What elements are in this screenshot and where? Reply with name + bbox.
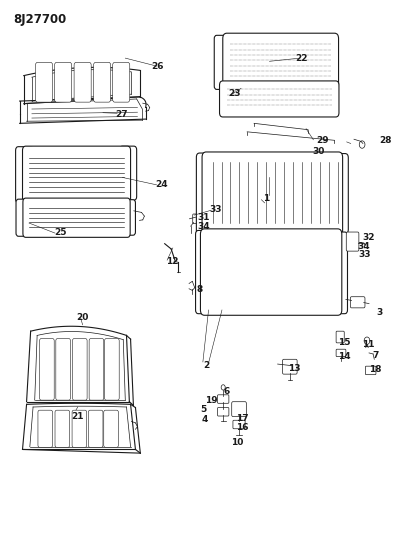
FancyBboxPatch shape: [351, 297, 365, 308]
FancyBboxPatch shape: [74, 62, 91, 102]
FancyBboxPatch shape: [36, 62, 53, 102]
FancyBboxPatch shape: [72, 410, 87, 447]
FancyBboxPatch shape: [16, 147, 34, 203]
Text: 28: 28: [379, 136, 391, 145]
FancyBboxPatch shape: [104, 410, 118, 447]
FancyBboxPatch shape: [94, 62, 111, 102]
Text: 19: 19: [205, 396, 218, 405]
FancyBboxPatch shape: [196, 153, 214, 235]
FancyBboxPatch shape: [55, 62, 72, 102]
Text: 16: 16: [236, 423, 248, 432]
FancyBboxPatch shape: [120, 200, 135, 235]
FancyBboxPatch shape: [113, 62, 130, 102]
FancyBboxPatch shape: [232, 402, 246, 417]
FancyBboxPatch shape: [119, 146, 137, 200]
FancyBboxPatch shape: [330, 154, 348, 233]
Text: 21: 21: [72, 411, 84, 421]
Text: 5: 5: [200, 405, 207, 414]
Text: 18: 18: [369, 366, 381, 374]
FancyBboxPatch shape: [22, 146, 130, 204]
Text: 17: 17: [236, 414, 248, 423]
FancyBboxPatch shape: [23, 198, 130, 237]
Text: 12: 12: [166, 257, 178, 265]
FancyBboxPatch shape: [218, 395, 229, 403]
Text: 8: 8: [196, 285, 203, 294]
FancyBboxPatch shape: [233, 420, 245, 429]
Text: 32: 32: [362, 233, 375, 242]
FancyBboxPatch shape: [89, 338, 104, 400]
Text: 13: 13: [288, 365, 300, 373]
FancyBboxPatch shape: [38, 410, 53, 447]
FancyBboxPatch shape: [55, 410, 70, 447]
Text: 11: 11: [362, 341, 374, 350]
FancyBboxPatch shape: [214, 35, 231, 90]
Text: 31: 31: [198, 213, 210, 222]
Text: 34: 34: [198, 222, 210, 231]
Text: 3: 3: [377, 308, 383, 317]
Text: 33: 33: [358, 251, 371, 260]
FancyBboxPatch shape: [365, 366, 376, 375]
Text: 27: 27: [115, 110, 128, 119]
Text: 30: 30: [312, 147, 324, 156]
Text: 26: 26: [151, 62, 164, 70]
Text: 8J27700: 8J27700: [13, 13, 66, 26]
Text: 7: 7: [372, 351, 378, 360]
FancyBboxPatch shape: [200, 229, 342, 316]
Text: 20: 20: [76, 313, 89, 322]
Text: 25: 25: [54, 228, 67, 237]
FancyBboxPatch shape: [223, 33, 339, 89]
Text: 4: 4: [201, 415, 208, 424]
FancyBboxPatch shape: [336, 349, 346, 357]
FancyBboxPatch shape: [40, 338, 54, 400]
Text: 29: 29: [316, 136, 328, 145]
FancyBboxPatch shape: [16, 199, 32, 236]
Text: 14: 14: [338, 352, 351, 361]
FancyBboxPatch shape: [72, 338, 87, 400]
Text: 1: 1: [263, 194, 270, 203]
FancyBboxPatch shape: [105, 338, 119, 400]
Text: 2: 2: [203, 361, 210, 370]
Text: 34: 34: [358, 242, 371, 251]
FancyBboxPatch shape: [220, 81, 339, 117]
FancyBboxPatch shape: [218, 408, 229, 416]
Text: 23: 23: [229, 89, 241, 98]
Text: 33: 33: [210, 205, 222, 214]
FancyBboxPatch shape: [202, 152, 343, 236]
FancyBboxPatch shape: [193, 214, 202, 223]
FancyBboxPatch shape: [196, 230, 213, 314]
Text: 6: 6: [224, 386, 230, 395]
FancyBboxPatch shape: [336, 331, 344, 343]
Text: 22: 22: [296, 54, 308, 62]
Text: 15: 15: [338, 338, 351, 347]
Text: 10: 10: [231, 438, 243, 447]
FancyBboxPatch shape: [346, 232, 359, 251]
FancyBboxPatch shape: [56, 338, 70, 400]
FancyBboxPatch shape: [88, 410, 103, 447]
FancyBboxPatch shape: [332, 232, 348, 314]
FancyBboxPatch shape: [283, 359, 297, 374]
Text: 24: 24: [155, 180, 168, 189]
